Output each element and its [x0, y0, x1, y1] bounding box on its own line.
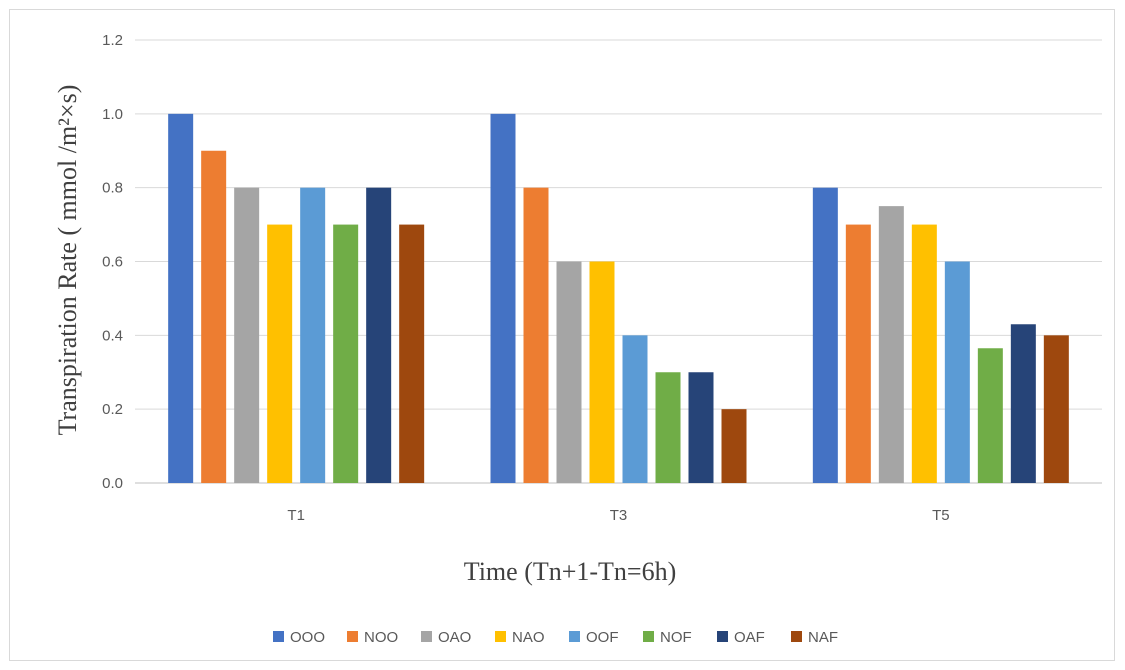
legend-item-oof: OOF [569, 629, 619, 646]
gridlines [135, 39, 1102, 484]
legend-swatch [495, 631, 506, 642]
y-tick-label: 0.8 [102, 180, 123, 197]
legend-label: NOO [364, 629, 398, 646]
bar-oof-t3 [622, 335, 648, 483]
bar-oao-t3 [556, 261, 582, 483]
bar-oao-t5 [878, 206, 904, 483]
bar-nof-t3 [655, 372, 681, 483]
legend: OOO NOO OAO NAO OOF NOF OAF NAF [273, 629, 838, 646]
bar-nao-t5 [911, 224, 937, 484]
bar-oof-t1 [300, 187, 326, 483]
bars [168, 113, 1069, 484]
legend-label: NAF [808, 629, 838, 646]
bar-nao-t1 [267, 224, 293, 484]
legend-label: NAO [512, 629, 545, 646]
bar-noo-t3 [523, 187, 549, 483]
bar-naf-t5 [1043, 335, 1069, 483]
x-category-labels: T1 T3 T5 [287, 507, 949, 524]
bar-oaf-t3 [688, 372, 714, 483]
bar-nof-t1 [333, 224, 359, 484]
bar-nof-t5 [977, 348, 1003, 483]
x-category-label: T3 [610, 507, 628, 524]
legend-swatch [717, 631, 728, 642]
legend-swatch [273, 631, 284, 642]
bar-ooo-t3 [490, 113, 516, 483]
legend-label: OAO [438, 629, 471, 646]
bar-oaf-t5 [1010, 324, 1036, 483]
bar-noo-t5 [845, 224, 871, 484]
bar-nao-t3 [589, 261, 615, 483]
legend-item-noo: NOO [347, 629, 398, 646]
legend-swatch [791, 631, 802, 642]
y-tick-label: 0.6 [102, 254, 123, 271]
y-tick-label: 0.2 [102, 401, 123, 418]
legend-swatch [421, 631, 432, 642]
legend-item-ooo: OOO [273, 629, 325, 646]
y-tick-label: 1.2 [102, 32, 123, 49]
y-tick-label: 0.4 [102, 327, 123, 344]
bar-oaf-t1 [366, 187, 392, 483]
y-tick-label: 0.0 [102, 475, 123, 492]
legend-label: NOF [660, 629, 692, 646]
bar-ooo-t5 [812, 187, 838, 483]
y-tick-labels: 0.0 0.2 0.4 0.6 0.8 1.0 1.2 [102, 32, 123, 492]
legend-item-nof: NOF [643, 629, 692, 646]
bar-naf-t3 [721, 409, 747, 483]
bar-noo-t1 [201, 150, 227, 483]
bar-ooo-t1 [168, 113, 194, 483]
x-category-label: T5 [932, 507, 950, 524]
legend-swatch [643, 631, 654, 642]
bar-naf-t1 [399, 224, 425, 484]
bar-oao-t1 [234, 187, 260, 483]
legend-label: OAF [734, 629, 765, 646]
bar-oof-t5 [944, 261, 970, 483]
y-tick-label: 1.0 [102, 106, 123, 123]
x-axis-title: Time (Tn+1-Tn=6h) [464, 557, 677, 586]
legend-label: OOO [290, 629, 325, 646]
legend-label: OOF [586, 629, 619, 646]
y-axis-title: Transpiration Rate ( mmol /m²×s) [53, 85, 82, 436]
legend-item-oaf: OAF [717, 629, 765, 646]
legend-swatch [347, 631, 358, 642]
legend-swatch [569, 631, 580, 642]
x-category-label: T1 [287, 507, 305, 524]
legend-item-oao: OAO [421, 629, 471, 646]
legend-item-naf: NAF [791, 629, 838, 646]
legend-item-nao: NAO [495, 629, 545, 646]
